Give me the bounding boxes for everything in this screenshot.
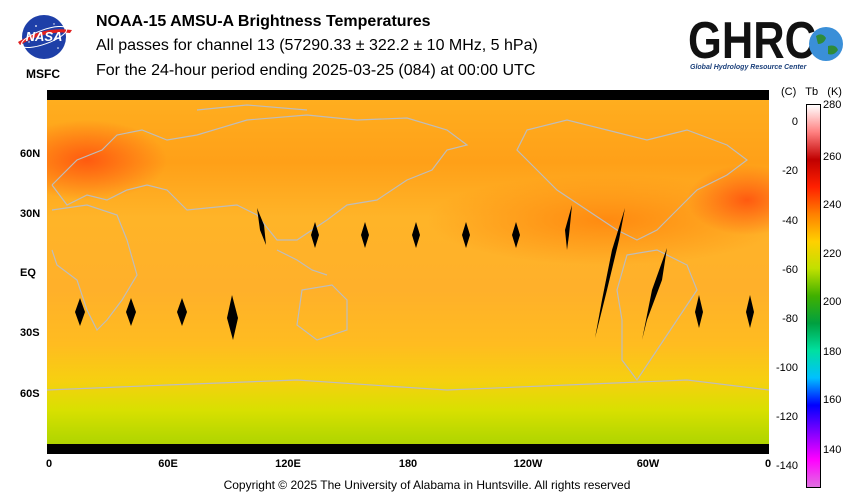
celsius-tick: -100 <box>775 362 798 374</box>
x-tick-label: 0 <box>764 458 772 470</box>
ghrc-logo: GHRC <box>688 12 843 70</box>
colorbar-units: (C) Tb (K) <box>781 86 842 98</box>
x-tick-label: 60E <box>158 458 178 470</box>
celsius-tick: -20 <box>782 165 798 177</box>
globe-icon <box>809 27 843 61</box>
x-tick-label: 120W <box>513 458 543 470</box>
kelvin-tick: 200 <box>823 296 842 308</box>
kelvin-unit: (K) <box>827 86 842 98</box>
kelvin-tick: 140 <box>823 444 842 456</box>
y-tick-label: EQ <box>20 267 36 279</box>
kelvin-tick: 160 <box>823 394 842 406</box>
kelvin-tick: 220 <box>823 248 842 260</box>
kelvin-tick: 260 <box>823 151 842 163</box>
x-tick-label: 60W <box>636 458 660 470</box>
y-tick-label: 30S <box>20 327 40 339</box>
celsius-tick: -120 <box>775 411 798 423</box>
nasa-wordmark: NASA <box>26 29 63 44</box>
page-title: NOAA-15 AMSU-A Brightness Temperatures <box>96 13 431 30</box>
ghrc-subtitle: Global Hydrology Resource Center <box>690 64 807 71</box>
channel-description: All passes for channel 13 (57290.33 ± 32… <box>96 37 538 54</box>
kelvin-tick: 180 <box>823 346 842 358</box>
coastlines <box>47 104 769 391</box>
x-tick-label: 0 <box>45 458 53 470</box>
x-tick-label: 180 <box>398 458 418 470</box>
celsius-unit: (C) <box>781 86 797 98</box>
ghrc-wordmark: GHRC <box>688 12 816 70</box>
y-tick-label: 60S <box>20 388 40 400</box>
copyright-notice: Copyright © 2025 The University of Alaba… <box>223 478 631 492</box>
tb-label: Tb <box>805 86 819 98</box>
x-tick-label: 120E <box>275 458 301 470</box>
celsius-tick: 0 <box>791 116 798 128</box>
period-description: For the 24-hour period ending 2025-03-25… <box>96 62 536 79</box>
nasa-logo: NASA <box>18 15 72 59</box>
msfc-label: MSFC <box>26 67 60 81</box>
celsius-tick: -60 <box>782 264 798 276</box>
celsius-tick: -140 <box>775 460 798 472</box>
kelvin-tick: 280 <box>823 99 842 111</box>
colorbar <box>806 104 821 488</box>
celsius-tick: -80 <box>782 313 798 325</box>
orbit-gaps <box>75 205 754 340</box>
brightness-temperature-map <box>47 90 769 454</box>
y-tick-label: 60N <box>20 148 41 160</box>
y-tick-label: 30N <box>20 208 41 220</box>
celsius-tick: -40 <box>782 215 798 227</box>
kelvin-tick: 240 <box>823 199 842 211</box>
